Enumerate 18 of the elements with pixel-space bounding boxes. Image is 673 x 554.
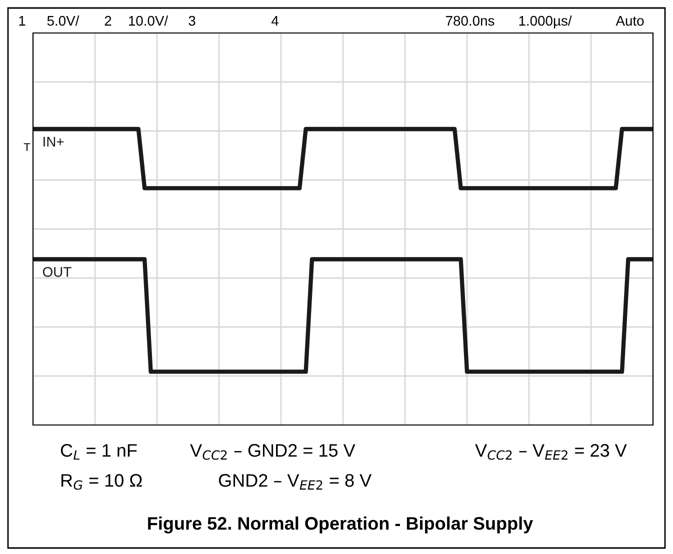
text: 1 [19,16,26,26]
text: 4 [271,16,278,26]
text: 2 [104,16,112,26]
text: Auto [616,16,644,26]
text: Figure 52. Normal Operation - Bipolar Supply [148,516,534,534]
text: C$_{L}$ = 1 nF [60,444,137,460]
text: 3 [188,16,196,26]
series-label: IN+ [44,136,64,146]
text: 5.0V/ [47,16,80,26]
text: V$_{CC2}$ – GND2 = 15 V [190,444,356,460]
series-label: OUT [42,267,72,277]
text: 780.0ns [446,16,494,26]
text: GND2 – V$_{EE2}$ = 8 V [218,474,372,490]
text: R$_{G}$ = 10 Ω [61,474,142,490]
text: T [24,143,30,151]
text: 10.0V/ [128,16,168,26]
text: V$_{CC2}$ – V$_{EE2}$ = 23 V [475,444,627,460]
text: 1.000µs/ [519,16,572,28]
